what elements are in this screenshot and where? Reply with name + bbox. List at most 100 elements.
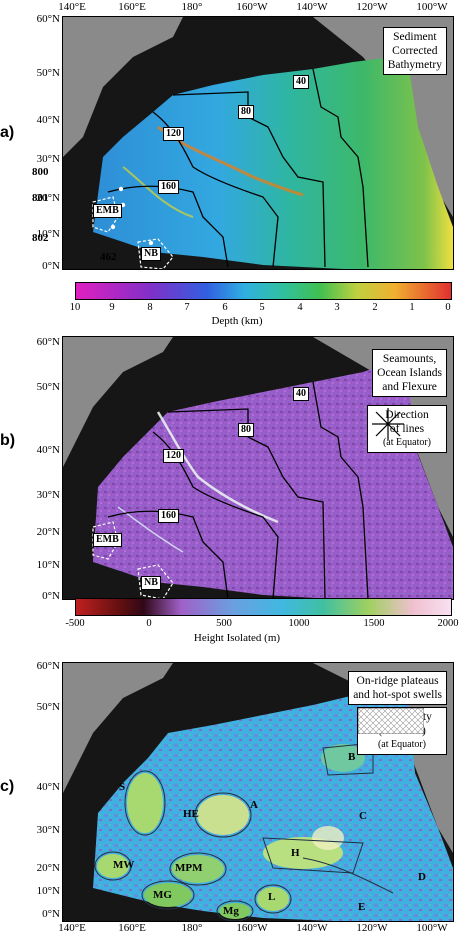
contour-label: 120 bbox=[163, 449, 184, 463]
info-line: and hot-spot swells bbox=[353, 689, 442, 701]
colorbar-tick: 6 bbox=[222, 302, 228, 313]
lat-label: 40°N bbox=[36, 781, 60, 793]
info-line: Ocean Islands bbox=[377, 367, 442, 379]
region-label: MPM bbox=[175, 862, 203, 874]
colorbar-label: Height Isolated (m) bbox=[193, 632, 281, 644]
region-label: L bbox=[268, 891, 276, 903]
colorbar-label: Depth (km) bbox=[211, 315, 263, 327]
region-label: Mg bbox=[223, 905, 239, 917]
lon-label: 120°W bbox=[356, 922, 388, 934]
panel-b: 60°N 50°N 40°N 30°N 20°N 10°N 0°N b) bbox=[0, 330, 474, 660]
lon-label: 140°W bbox=[296, 1, 328, 13]
lon-label: 140°E bbox=[58, 1, 86, 13]
contour-label: 40 bbox=[293, 75, 309, 89]
lat-label: 50°N bbox=[36, 381, 60, 393]
direction-title: of lines bbox=[389, 423, 425, 435]
line-density-swatch bbox=[358, 708, 424, 734]
colorbar-tick: 8 bbox=[147, 302, 153, 313]
info-box: On-ridge plateaus and hot-spot swells bbox=[348, 671, 447, 705]
direction-note: (at Equator) bbox=[382, 437, 432, 448]
site-label: 462 bbox=[100, 251, 117, 263]
colorbar-tick: 7 bbox=[184, 302, 190, 313]
site-label: 800 bbox=[32, 166, 49, 178]
contour-label: 120 bbox=[163, 127, 184, 141]
colorbar-tick: 1 bbox=[409, 302, 415, 313]
region-label: MW bbox=[113, 859, 135, 871]
lon-label: 160°W bbox=[236, 922, 268, 934]
seamount-map: Seamounts, Ocean Islands and Flexure Dir… bbox=[62, 336, 454, 600]
area-label: NB bbox=[141, 247, 161, 261]
colorbar-tick: 5 bbox=[259, 302, 265, 313]
region-label: E bbox=[358, 901, 366, 913]
direction-star-icon bbox=[372, 408, 404, 440]
lat-label: 20°N bbox=[36, 526, 60, 538]
contour-label: 80 bbox=[238, 105, 254, 119]
colorbar-tick: -500 bbox=[65, 618, 85, 629]
region-label: H bbox=[291, 847, 300, 859]
bathymetry-map: Sediment Corrected Bathymetry 40 80 120 … bbox=[62, 16, 454, 270]
lat-label: 10°N bbox=[36, 559, 60, 571]
lat-label: 30°N bbox=[36, 824, 60, 836]
density-box: Line Density (x4 zoom) (at Equator) bbox=[357, 707, 447, 755]
lat-label: 30°N bbox=[36, 153, 60, 165]
area-label: EMB bbox=[93, 204, 122, 218]
lat-label: 40°N bbox=[36, 444, 60, 456]
region-label: MG bbox=[153, 889, 172, 901]
contour-label: 160 bbox=[158, 180, 179, 194]
lat-label: 60°N bbox=[36, 13, 60, 25]
lon-label: 100°W bbox=[416, 1, 448, 13]
height-colorbar bbox=[75, 598, 452, 616]
lat-label: 10°N bbox=[36, 885, 60, 897]
colorbar-tick: 1000 bbox=[288, 618, 310, 629]
colorbar-tick: 4 bbox=[297, 302, 303, 313]
info-line: Bathymetry bbox=[387, 59, 442, 71]
panel-c: 60°N 50°N 40°N 30°N 20°N 10°N 0°N c) bbox=[0, 660, 474, 940]
lon-label: 100°W bbox=[416, 922, 448, 934]
colorbar-tick: 10 bbox=[69, 302, 81, 313]
contour-label: 80 bbox=[238, 423, 254, 437]
lon-label: 140°W bbox=[296, 922, 328, 934]
lat-label: 40°N bbox=[36, 114, 60, 126]
lat-label: 0°N bbox=[42, 260, 60, 272]
depth-colorbar bbox=[75, 282, 452, 300]
lat-label: 30°N bbox=[36, 489, 60, 501]
lat-label: 20°N bbox=[36, 192, 60, 204]
lon-label: 160°E bbox=[118, 922, 146, 934]
colorbar-tick: 0 bbox=[445, 302, 451, 313]
colorbar-tick: 9 bbox=[109, 302, 115, 313]
colorbar-tick: 3 bbox=[334, 302, 340, 313]
region-label: S bbox=[119, 781, 126, 793]
panel-letter: b) bbox=[0, 432, 16, 449]
region-label: HE bbox=[183, 808, 199, 820]
region-label: C bbox=[359, 810, 367, 822]
lat-label: 0°N bbox=[42, 590, 60, 602]
site-label: 802 bbox=[32, 232, 49, 244]
colorbar-tick: 1500 bbox=[363, 618, 385, 629]
direction-title: Direction bbox=[385, 409, 429, 421]
lon-label: 140°E bbox=[58, 922, 86, 934]
lat-label: 0°N bbox=[42, 908, 60, 920]
contour-label: 40 bbox=[293, 387, 309, 401]
lon-label: 160°W bbox=[236, 1, 268, 13]
region-label: D bbox=[418, 871, 426, 883]
area-label: NB bbox=[141, 576, 161, 590]
lon-label: 120°W bbox=[356, 1, 388, 13]
info-box: Seamounts, Ocean Islands and Flexure bbox=[372, 349, 447, 397]
info-line: and Flexure bbox=[382, 381, 437, 393]
lon-label: 160°E bbox=[118, 1, 146, 13]
info-line: Corrected bbox=[392, 45, 438, 57]
lat-label: 60°N bbox=[36, 660, 60, 672]
panel-letter: c) bbox=[0, 778, 15, 795]
area-label: EMB bbox=[93, 533, 122, 547]
plateau-map: On-ridge plateaus and hot-spot swells Li… bbox=[62, 662, 454, 922]
panel-letter: a) bbox=[0, 124, 15, 141]
info-line: On-ridge plateaus bbox=[356, 675, 439, 687]
colorbar-tick: 500 bbox=[216, 618, 232, 629]
info-box: Sediment Corrected Bathymetry bbox=[382, 27, 447, 75]
info-line: Sediment bbox=[393, 31, 437, 43]
lat-label: 20°N bbox=[36, 862, 60, 874]
colorbar-tick: 0 bbox=[146, 618, 152, 629]
lon-label: 180° bbox=[181, 1, 203, 13]
lat-label: 10°N bbox=[36, 228, 60, 240]
region-label: A bbox=[250, 799, 258, 811]
